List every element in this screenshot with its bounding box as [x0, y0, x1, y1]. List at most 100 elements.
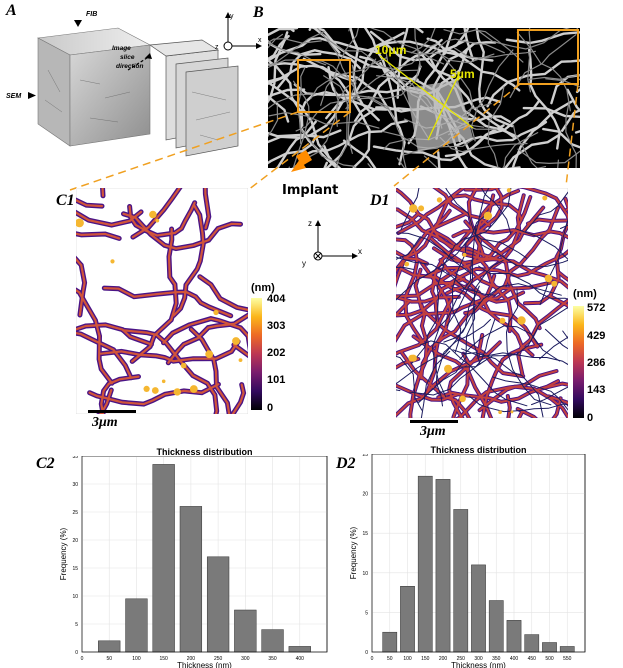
histogram-bar: [126, 599, 148, 652]
center-axis-y: y: [302, 259, 306, 268]
colorbar-tick: 0: [587, 412, 593, 424]
y-tick-label: 15: [72, 566, 78, 572]
x-tick-label: 100: [403, 656, 412, 662]
plot-area: [82, 456, 327, 652]
thick-spot: [507, 188, 511, 192]
y-tick-label: 25: [72, 510, 78, 516]
histogram-bar: [234, 610, 256, 652]
colorbar-tick: 303: [267, 320, 285, 332]
histogram-bar: [418, 476, 432, 652]
x-tick-label: 500: [545, 656, 554, 662]
histogram-bar: [262, 630, 284, 652]
histogram-bar: [207, 557, 229, 652]
x-tick-label: 400: [510, 656, 519, 662]
x-tick-label: 200: [439, 656, 448, 662]
scale-bar-d1: [410, 420, 458, 423]
colorbar-tick: 0: [267, 402, 273, 414]
thick-spot: [144, 386, 150, 392]
y-tick-label: 0: [365, 650, 368, 656]
x-tick-label: 100: [132, 656, 141, 662]
histogram-bar: [560, 646, 574, 652]
thick-spot: [149, 211, 157, 219]
x-tick-label: 50: [106, 656, 112, 662]
thick-spot: [484, 212, 492, 220]
histogram-bar: [400, 586, 414, 652]
center-axis-x: x: [358, 247, 362, 256]
scale-text-c1: 3μm: [92, 415, 118, 431]
histogram-bar: [507, 620, 521, 652]
x-tick-label: 400: [296, 656, 305, 662]
thick-spot: [408, 355, 415, 362]
y-tick-label: 30: [72, 482, 78, 488]
colorbar-tick: 429: [587, 330, 605, 342]
x-axis-label: Thickness (nm): [177, 661, 232, 668]
thick-spot: [404, 262, 409, 267]
histogram-bar: [454, 509, 468, 652]
colorbar-c1: [251, 298, 262, 410]
x-tick-label: 150: [421, 656, 430, 662]
thick-spot: [205, 350, 213, 358]
colorbar-tick: 202: [267, 347, 285, 359]
thick-spot: [213, 310, 218, 315]
thick-spot: [545, 275, 553, 283]
thickness-map-c1: [76, 188, 248, 414]
histogram-d2: 05101520250 50 100 150 200 250 300 350 400 450 500…: [346, 454, 596, 668]
colorbar-tick: 404: [267, 293, 285, 305]
histogram-bar: [289, 646, 311, 652]
x-tick-label: 0: [81, 656, 84, 662]
thick-spot: [418, 205, 424, 211]
y-tick-label: 5: [365, 610, 368, 616]
thick-spot: [517, 316, 525, 324]
panel-label-c1: C1: [56, 192, 75, 210]
histogram-bar: [153, 464, 175, 652]
center-axis-z: z: [308, 219, 312, 228]
colorbar-tick: 286: [587, 357, 605, 369]
histogram-bar: [525, 635, 539, 652]
thick-spot: [162, 380, 166, 384]
scale-bar-c1: [88, 410, 136, 413]
y-axis-label: Frequency (%): [59, 527, 68, 580]
thick-spot: [444, 365, 452, 373]
colorbar-tick: 143: [587, 384, 605, 396]
x-tick-label: 300: [241, 656, 250, 662]
thick-spot: [239, 358, 243, 362]
thick-spot: [437, 197, 442, 202]
x-axis-label: Thickness (nm): [451, 661, 506, 668]
thick-spot: [232, 337, 240, 345]
thick-spot: [499, 318, 505, 324]
thick-spot: [174, 388, 181, 395]
y-tick-label: 15: [362, 531, 368, 537]
histogram-bar: [436, 479, 450, 652]
thick-spot: [409, 204, 417, 212]
thick-spot: [542, 196, 547, 201]
y-tick-label: 25: [362, 454, 368, 458]
thick-spot: [110, 259, 114, 263]
implant-label: Implant: [282, 183, 338, 198]
x-tick-label: 350: [268, 656, 277, 662]
thick-spot: [462, 253, 466, 257]
y-axis-label: Frequency (%): [349, 526, 358, 579]
thickness-map-d1: [396, 188, 568, 418]
histogram-c2: 051015202530350 50 100 150 200 250 300 350 400Th…: [56, 456, 336, 668]
x-tick-label: 450: [528, 656, 537, 662]
histogram-bar: [471, 565, 485, 652]
x-tick-label: 150: [159, 656, 168, 662]
x-tick-label: 0: [371, 656, 374, 662]
y-tick-label: 35: [72, 456, 78, 460]
panel-label-c2: C2: [36, 455, 55, 473]
y-tick-label: 20: [362, 492, 368, 498]
panel-label-d1: D1: [370, 192, 390, 210]
thick-spot: [498, 410, 502, 414]
y-tick-label: 20: [72, 538, 78, 544]
histogram-bar: [489, 601, 503, 652]
thick-spot: [510, 410, 513, 413]
colorbar-d1: [573, 306, 584, 418]
histogram-bar: [383, 632, 397, 652]
histogram-bar: [98, 641, 120, 652]
colorbar-unit-d1: (nm): [573, 288, 597, 300]
thick-spot: [190, 385, 198, 393]
thick-spot: [459, 396, 466, 403]
y-tick-label: 5: [75, 622, 78, 628]
x-tick-label: 550: [563, 656, 572, 662]
y-tick-label: 10: [72, 594, 78, 600]
